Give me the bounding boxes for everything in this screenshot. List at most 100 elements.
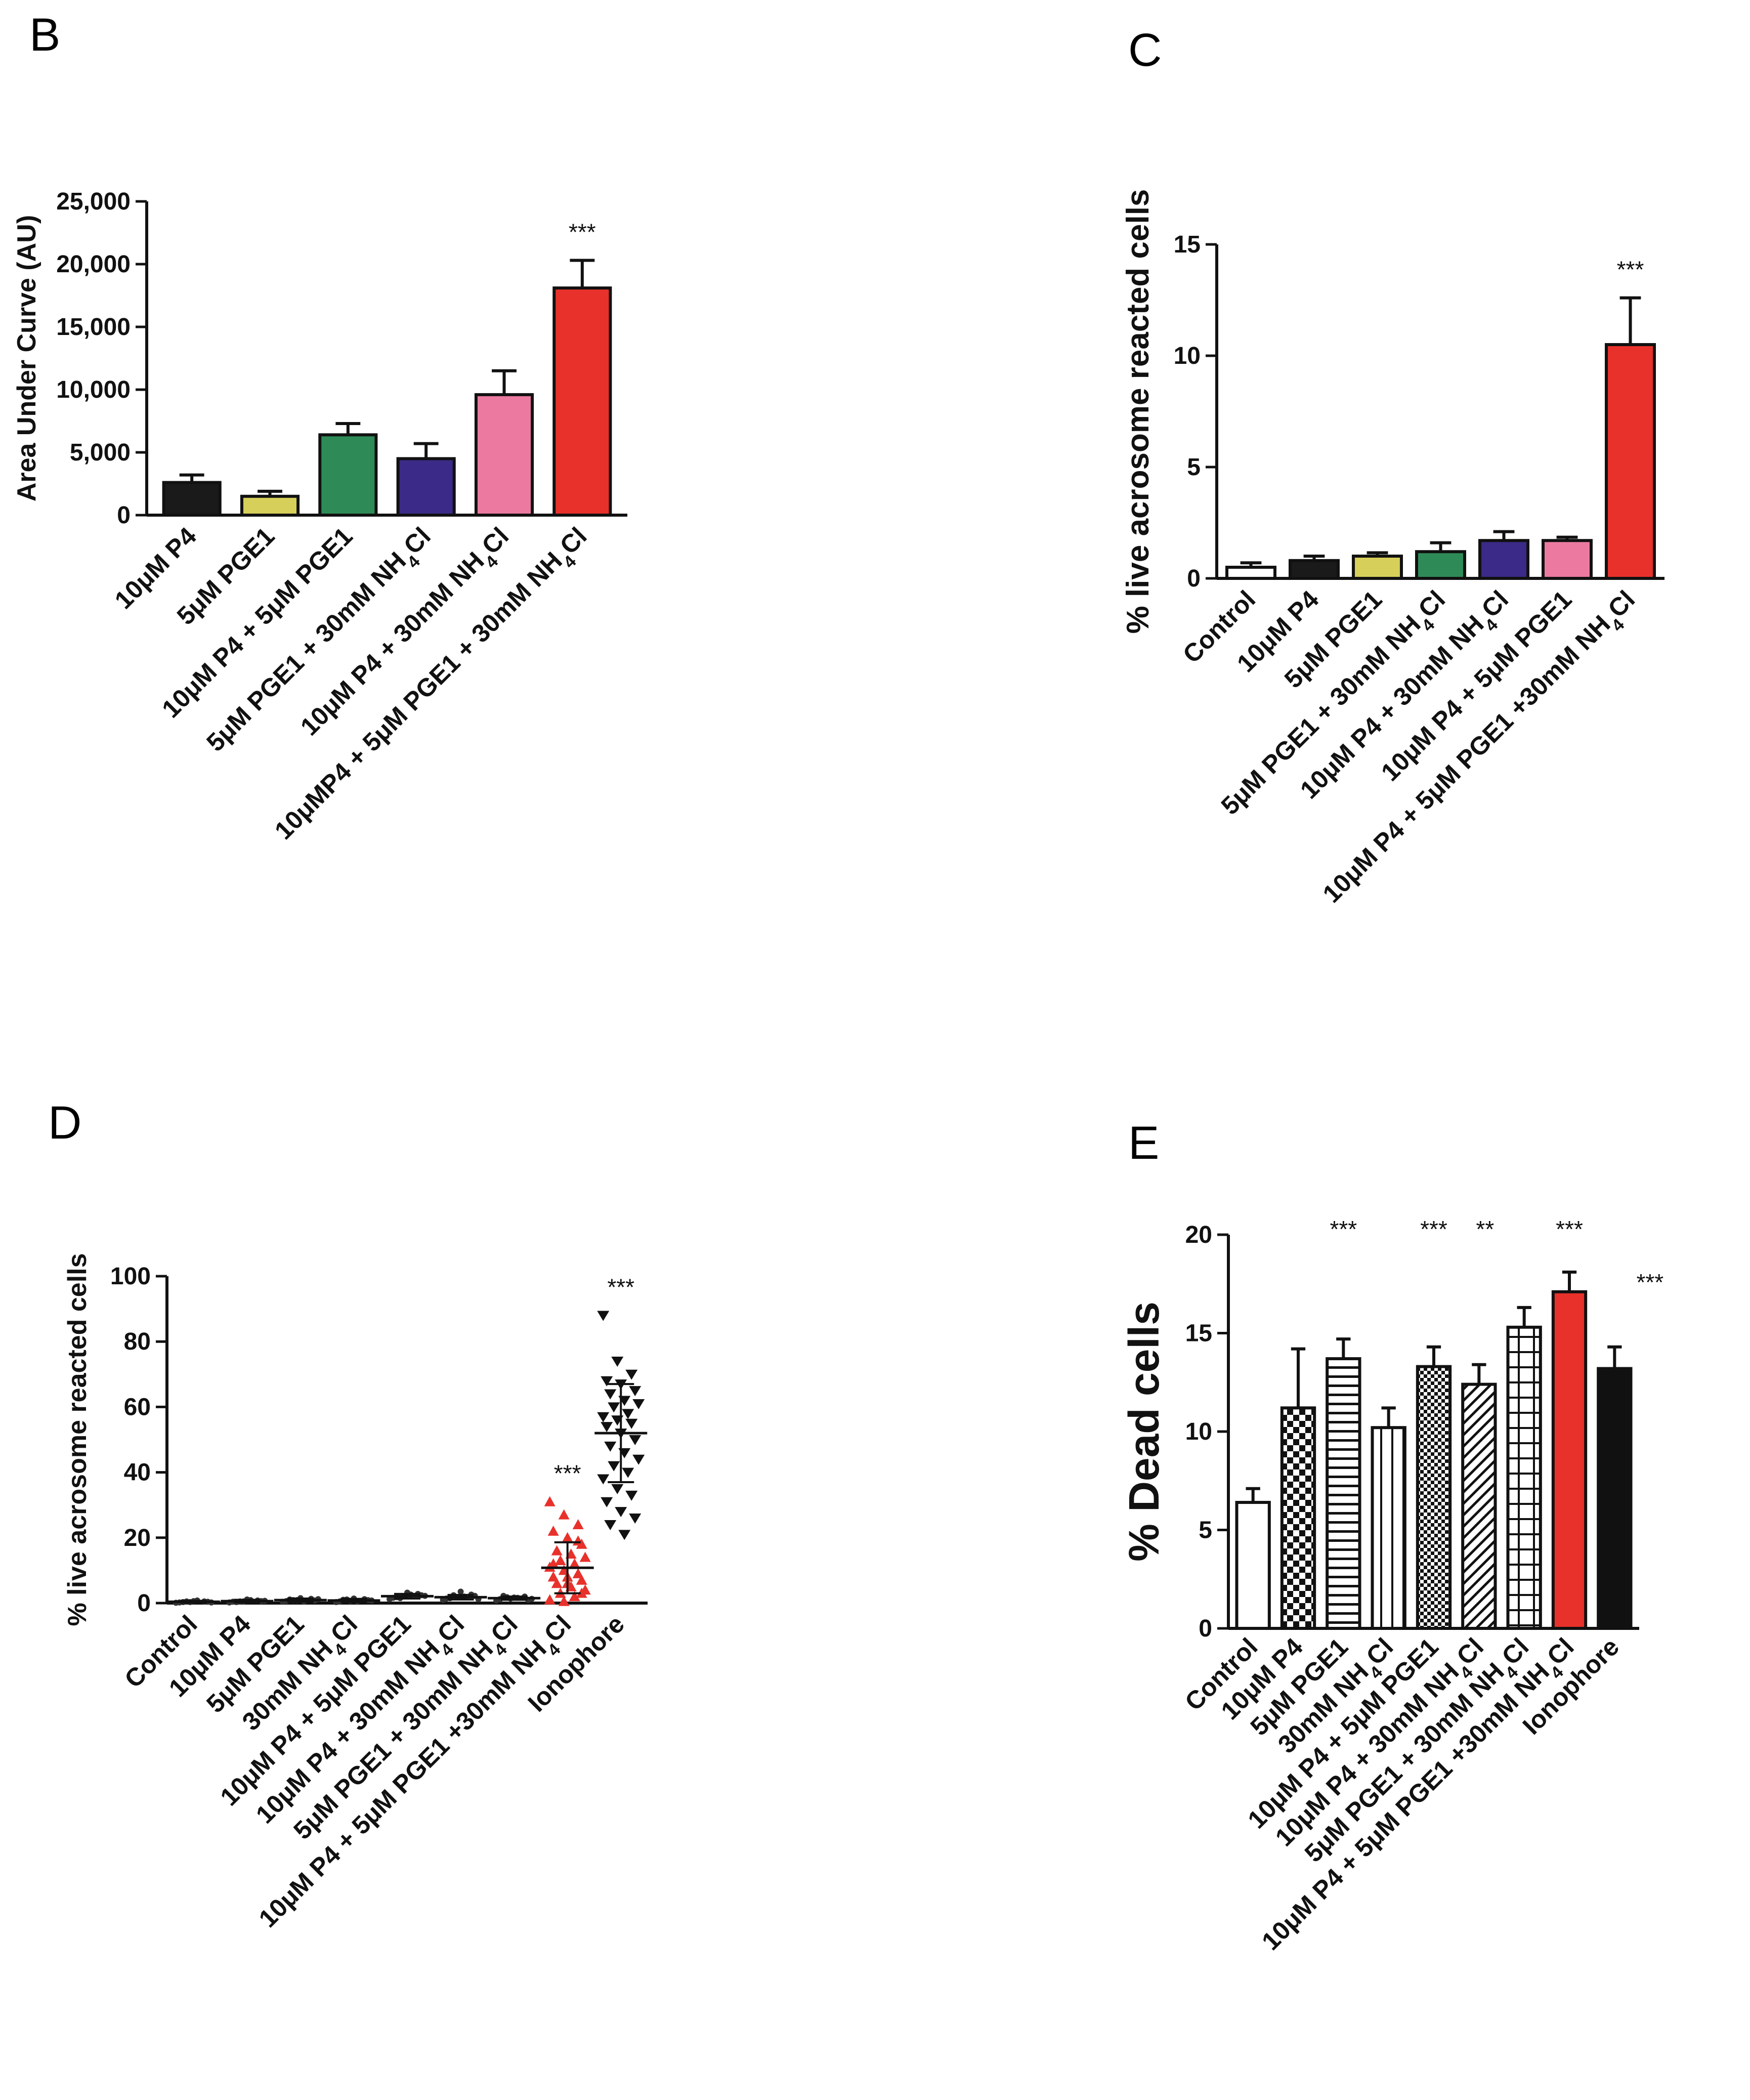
chart-e-bar [1326, 1357, 1361, 1630]
chart-d-data-point [622, 1467, 634, 1478]
chart-e-significance-label: ** [1476, 1216, 1494, 1242]
chart-d-data-point [629, 1435, 642, 1445]
chart-d-significance-label: *** [607, 1274, 634, 1300]
chart-e-bar [1371, 1426, 1406, 1630]
chart-b-y-tick-label: 25,000 [56, 188, 131, 215]
chart-b-bar [474, 393, 534, 517]
chart-d-data-point [622, 1409, 634, 1419]
chart-e-bar [1597, 1367, 1633, 1630]
chart-b-y-tick-label: 0 [117, 502, 131, 529]
chart-d-data-point [601, 1376, 613, 1387]
chart-b-bar [396, 457, 456, 517]
chart-d-data-point [579, 1551, 591, 1562]
chart-d-y-tick-label: 100 [110, 1263, 151, 1290]
chart-d-data-point [558, 1509, 570, 1520]
chart-d-data-point [632, 1399, 645, 1409]
chart-d-data-point [604, 1520, 617, 1530]
chart-d-y-tick-label: 80 [124, 1328, 151, 1355]
chart-e-y-tick-label: 20 [1185, 1222, 1212, 1248]
chart-d-data-point [629, 1514, 642, 1524]
chart-e-y-axis-title: % Dead cells [1120, 1301, 1168, 1562]
chart-b-bar [240, 494, 300, 517]
chart-d-data-point [551, 1545, 563, 1556]
chart-e-bar [1235, 1501, 1271, 1630]
chart-c-significance-label: *** [1617, 257, 1644, 283]
chart-b-y-tick-label: 15,000 [56, 314, 131, 341]
chart-d-data-point [629, 1386, 642, 1397]
chart-d-data-point [611, 1356, 624, 1367]
chart-d-data-point [551, 1578, 563, 1588]
chart-d-y-tick-label: 60 [124, 1394, 151, 1420]
chart-d-data-point [611, 1484, 624, 1494]
chart-c-y-tick-label: 5 [1187, 454, 1201, 481]
chart-d-data-point [615, 1507, 627, 1518]
chart-d-data-point [558, 1595, 570, 1606]
chart-d-data-point [576, 1574, 587, 1585]
chart-d-data-point [547, 1571, 559, 1582]
chart-c-y-tick-label: 10 [1174, 343, 1201, 369]
chart-d-data-point [618, 1530, 631, 1540]
chart-d-data-point [547, 1558, 559, 1569]
chart-d-data-point [597, 1412, 610, 1422]
chart-d-y-tick-label: 20 [124, 1525, 151, 1551]
chart-c-bar [1352, 555, 1403, 580]
chart-c-y-tick-label: 15 [1174, 231, 1201, 258]
chart-b-bar [552, 286, 612, 517]
chart-b-y-axis-title: Area Under Curve (AU) [12, 215, 41, 501]
chart-e-bar [1416, 1365, 1452, 1630]
chart-e-significance-label: *** [1556, 1216, 1583, 1242]
chart-e-significance-label: *** [1420, 1216, 1447, 1242]
chart-d-data-point [597, 1474, 610, 1485]
chart-d-y-tick-label: 40 [124, 1459, 151, 1486]
chart-e-bar [1461, 1382, 1497, 1630]
chart-c-y-axis-title: % live acrosome reacted cells [1121, 189, 1156, 634]
chart-b-y-tick-label: 5,000 [70, 439, 131, 466]
chart-e-y-tick-label: 10 [1185, 1418, 1212, 1445]
chart-e-y-tick-label: 0 [1199, 1615, 1212, 1642]
chart-e-bar [1506, 1325, 1542, 1630]
chart-b-y-tick-label: 20,000 [56, 251, 131, 278]
panel-letter-b: B [29, 9, 60, 61]
chart-e-significance-label: *** [1636, 1269, 1663, 1295]
chart-b-bar [318, 433, 378, 517]
chart-d-data-point [608, 1461, 620, 1472]
chart-d-data-point [601, 1497, 613, 1507]
chart-b-bar [162, 481, 222, 517]
chart-d-data-point [604, 1441, 617, 1452]
chart-c-bar [1225, 566, 1276, 580]
chart-b-y-tick-label: 10,000 [56, 376, 131, 403]
chart-d-data-point [608, 1402, 620, 1413]
chart-c-bar [1415, 550, 1466, 580]
chart-c-bar [1542, 539, 1593, 580]
chart-d-y-tick-label: 0 [137, 1590, 151, 1617]
chart-d-data-point [625, 1490, 638, 1501]
chart-d-data-point [601, 1422, 613, 1433]
chart-e-y-tick-label: 15 [1185, 1320, 1212, 1347]
chart-panel-d: 0 20 40 60 80 100 % live acrosome reacted cell… [63, 1253, 648, 1939]
panel-letter-c: C [1128, 24, 1162, 76]
chart-panel-b: 0 5,000 10,000 15,000 20,000 25,000 Area Under… [12, 188, 627, 851]
chart-e-bar [1551, 1290, 1588, 1630]
chart-d-data-point [569, 1591, 580, 1602]
chart-d-data-point [572, 1568, 584, 1578]
chart-d-data-point [544, 1594, 556, 1605]
chart-c-bar [1605, 343, 1656, 580]
chart-c-bar [1289, 559, 1340, 580]
chart-d-data-point [572, 1519, 584, 1529]
chart-d-significance-label: *** [554, 1460, 581, 1487]
panel-letter-e: E [1128, 1117, 1159, 1169]
chart-d-data-point [547, 1525, 559, 1536]
chart-d-data-point [632, 1454, 645, 1465]
chart-d-data-point [569, 1558, 580, 1569]
chart-c-bar [1478, 539, 1529, 580]
chart-c-y-tick-label: 0 [1187, 565, 1201, 592]
chart-d-data-point [457, 1588, 464, 1595]
chart-d-data-point [625, 1369, 638, 1380]
chart-d-data-point [576, 1587, 587, 1598]
chart-e-significance-label: *** [1330, 1216, 1357, 1242]
chart-e-bar [1280, 1406, 1316, 1630]
chart-d-data-point [554, 1555, 566, 1566]
chart-d-data-point [625, 1418, 638, 1429]
